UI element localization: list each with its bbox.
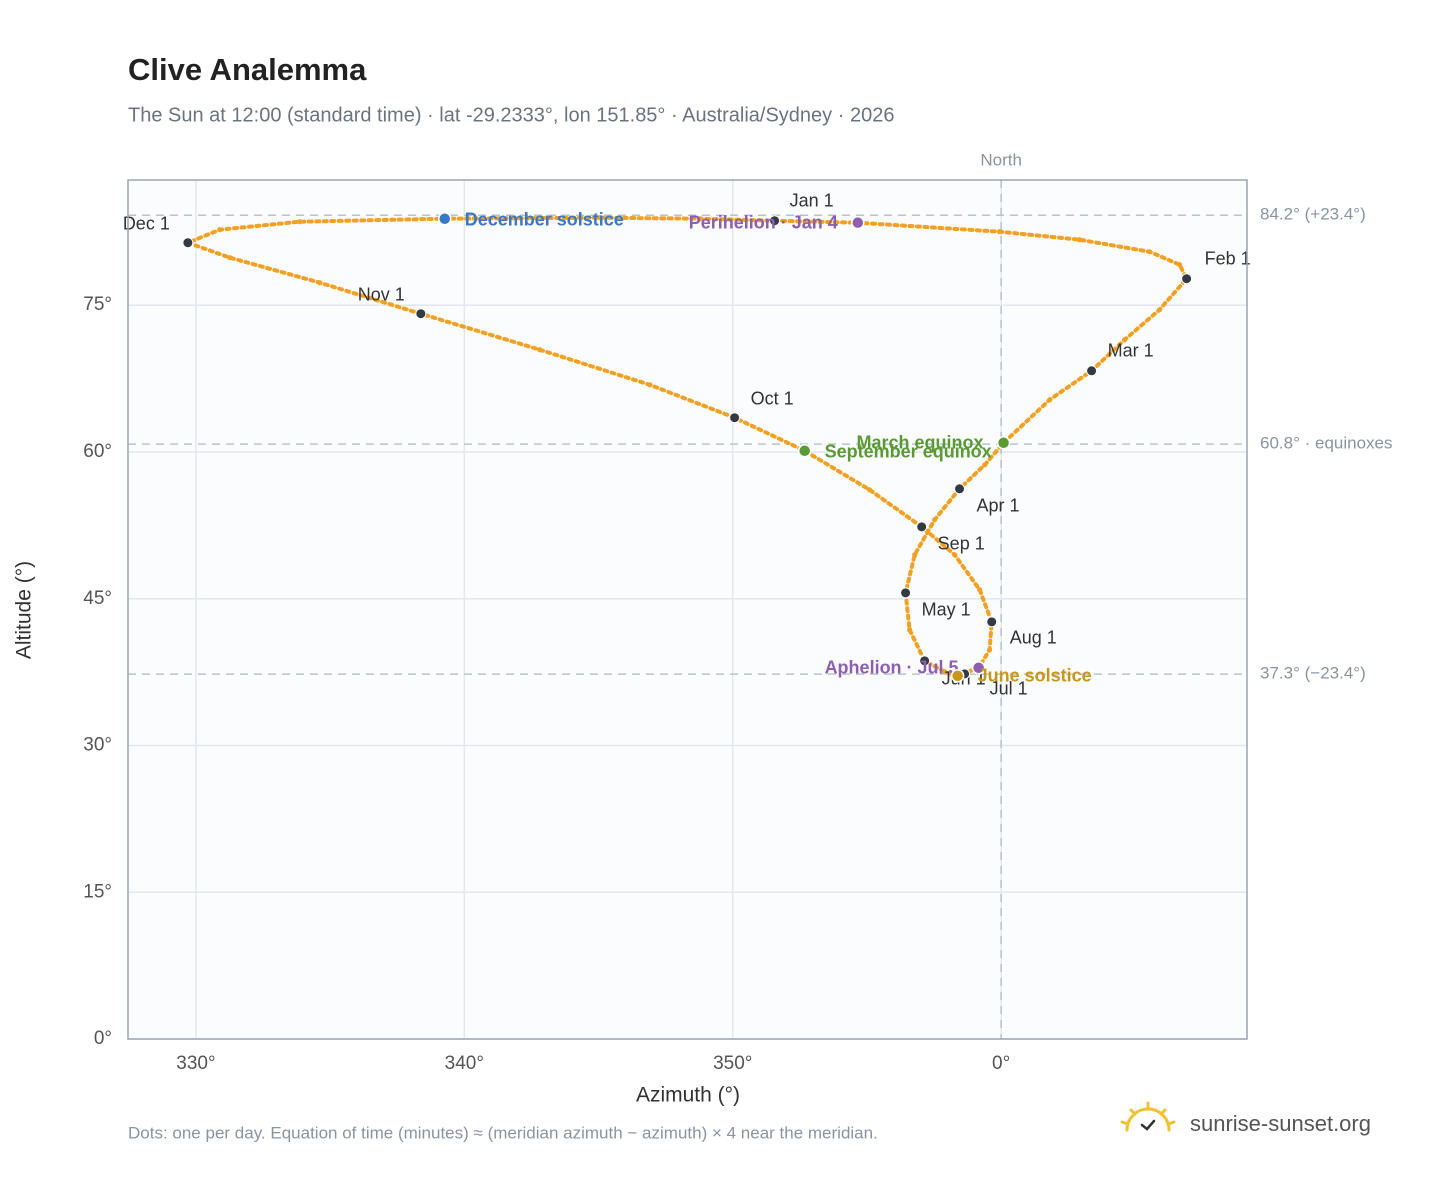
plot-border — [127, 179, 1248, 1040]
month-marker — [919, 655, 931, 667]
month-label: Apr 1 — [977, 496, 1020, 516]
month-label: Dec 1 — [123, 213, 170, 233]
month-marker — [900, 587, 912, 599]
daily-dot — [986, 647, 993, 653]
daily-dot — [227, 255, 233, 261]
daily-dot — [1146, 249, 1153, 255]
daily-dot — [942, 669, 948, 675]
event-label: September equinox — [825, 442, 992, 462]
month-marker — [729, 412, 741, 424]
event-label: December solstice — [465, 209, 624, 229]
x-tick-label: 350° — [713, 1053, 752, 1074]
event-marker — [996, 436, 1011, 450]
event-marker — [950, 669, 965, 683]
month-marker — [954, 483, 966, 495]
month-label: Jan 1 — [790, 190, 834, 210]
daily-dot — [996, 229, 1003, 235]
month-label: Mar 1 — [1108, 341, 1154, 361]
event-marker — [971, 661, 986, 675]
reference-label: 60.8° · equinoxes — [1260, 434, 1393, 453]
daily-dot — [317, 280, 323, 286]
chart-subtitle: The Sun at 12:00 (standard time) · lat -… — [128, 104, 894, 126]
daily-dot — [1156, 307, 1163, 313]
y-tick-label: 15° — [83, 881, 112, 902]
month-marker — [916, 521, 928, 533]
daily-dot — [647, 382, 653, 388]
daily-dot — [931, 517, 938, 523]
y-tick-label: 0° — [94, 1028, 112, 1049]
event-label: June solstice — [978, 666, 1092, 686]
month-marker — [182, 237, 194, 249]
month-label: Nov 1 — [358, 284, 405, 304]
event-label: Aphelion · Jul 5 — [825, 658, 959, 678]
event-label: March equinox — [857, 433, 984, 453]
y-axis-label: Altitude (°) — [13, 561, 36, 659]
x-axis-label: Azimuth (°) — [636, 1084, 740, 1107]
y-tick-label: 45° — [83, 588, 112, 609]
logo — [1120, 1101, 1176, 1132]
daily-dot — [697, 216, 703, 222]
daily-dot — [982, 462, 988, 468]
plot-area — [128, 180, 1247, 1039]
month-label: Aug 1 — [1010, 628, 1057, 648]
event-marker — [851, 215, 865, 230]
daily-dot — [907, 627, 913, 633]
daily-dot — [912, 552, 918, 558]
daily-dot — [1177, 262, 1183, 268]
month-marker — [1181, 273, 1193, 285]
daily-dot — [1122, 337, 1128, 343]
month-marker — [1086, 365, 1098, 377]
daily-dot — [952, 552, 958, 558]
y-tick-label: 60° — [83, 441, 112, 462]
month-label: Jul 1 — [990, 679, 1028, 699]
x-tick-label: 0° — [992, 1053, 1010, 1074]
daily-dot — [1047, 397, 1053, 403]
y-tick-label: 75° — [83, 294, 112, 315]
daily-dot — [1076, 237, 1083, 243]
footnote: Dots: one per day. Equation of time (min… — [128, 1123, 878, 1142]
chart-title: Clive Analemma — [128, 52, 367, 87]
month-label: Sep 1 — [938, 534, 985, 554]
daily-dot — [977, 587, 983, 593]
month-marker — [769, 215, 781, 227]
daily-dot — [217, 227, 223, 233]
source: sunrise-sunset.org — [1190, 1111, 1371, 1136]
month-marker — [415, 308, 427, 320]
x-tick-label: 330° — [176, 1053, 215, 1074]
north-label: North — [980, 150, 1022, 169]
daily-dot — [597, 215, 603, 221]
daily-dot — [537, 347, 543, 353]
daily-dot — [297, 219, 303, 225]
event-marker — [797, 444, 812, 458]
y-tick-label: 30° — [83, 735, 112, 756]
month-marker — [986, 616, 998, 628]
x-tick-label: 340° — [445, 1053, 484, 1074]
event-marker — [437, 211, 452, 226]
event-label: Perihelion · Jan 4 — [689, 212, 838, 232]
month-label: Feb 1 — [1205, 248, 1251, 268]
reference-label: 84.2° (+23.4°) — [1260, 205, 1366, 224]
daily-dot — [867, 487, 873, 493]
month-label: Oct 1 — [751, 388, 794, 408]
reference-label: 37.3° (−23.4°) — [1260, 664, 1366, 683]
month-label: May 1 — [922, 600, 971, 620]
